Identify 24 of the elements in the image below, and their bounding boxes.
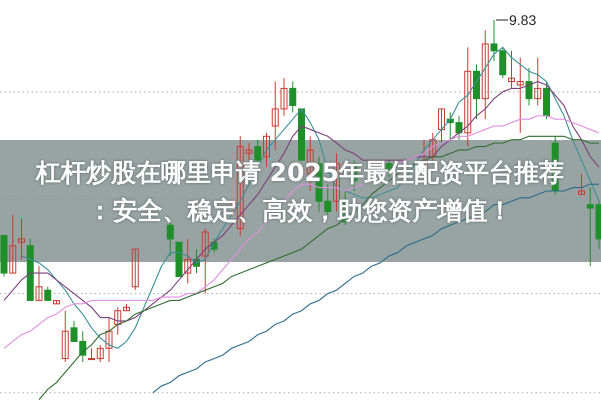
candlestick bbox=[70, 320, 78, 342]
candlestick bbox=[490, 20, 498, 62]
candlestick bbox=[263, 132, 270, 168]
candlestick bbox=[516, 57, 524, 134]
candlestick bbox=[324, 184, 332, 216]
candlestick bbox=[132, 248, 139, 291]
candlestick bbox=[508, 50, 515, 89]
candlestick bbox=[438, 108, 445, 144]
candlestick bbox=[482, 30, 489, 120]
candlestick bbox=[44, 286, 52, 301]
candlestick bbox=[289, 81, 296, 113]
candlestick bbox=[499, 46, 506, 79]
candlestick bbox=[36, 266, 42, 301]
candlestick bbox=[534, 57, 542, 106]
candlestick bbox=[578, 173, 585, 195]
candlestick bbox=[18, 218, 25, 260]
annotation: 9.83 bbox=[509, 12, 536, 28]
candlestick bbox=[526, 67, 532, 106]
candlestick bbox=[62, 310, 69, 362]
candlestick bbox=[9, 214, 16, 274]
candlestick bbox=[464, 46, 472, 148]
candlestick bbox=[202, 228, 209, 294]
candlestick bbox=[184, 238, 192, 284]
candlestick bbox=[88, 348, 95, 360]
